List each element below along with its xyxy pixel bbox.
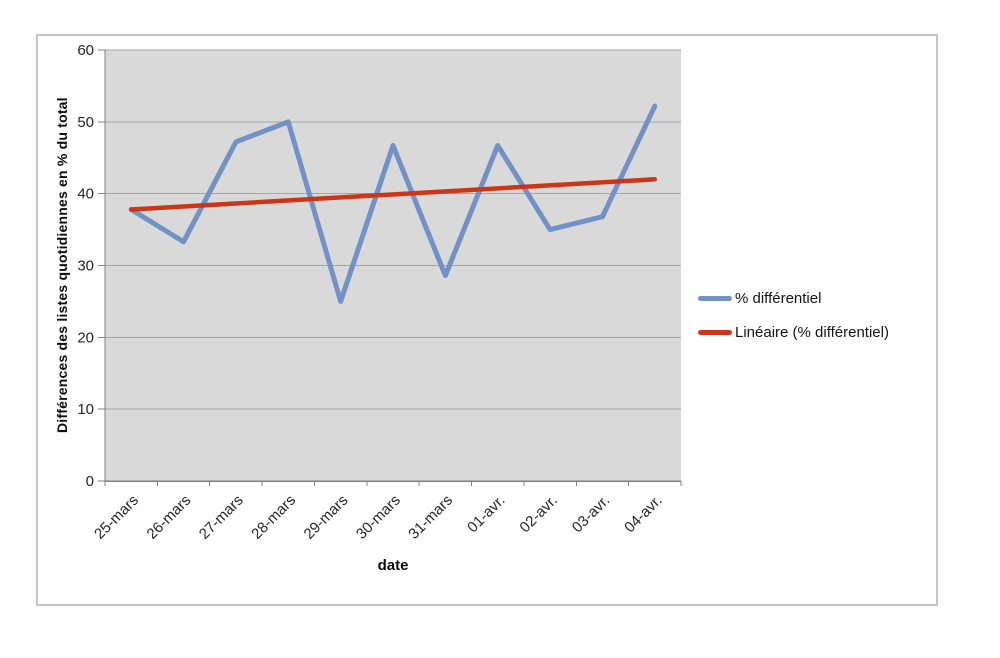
trendline-lineaire bbox=[128, 177, 658, 212]
y-axis-tick-label: 20 bbox=[77, 329, 94, 346]
legend-item-differentiel: % différentiel bbox=[698, 288, 889, 308]
x-axis-tick-label: 30-mars bbox=[353, 492, 404, 543]
legend-label-differentiel: % différentiel bbox=[735, 289, 822, 307]
y-axis-tick-label: 40 bbox=[77, 186, 94, 203]
x-axis-tick-label: 04-avr. bbox=[621, 492, 665, 536]
y-axis-tick-label: 30 bbox=[77, 258, 94, 275]
chart-frame: 0 10 20 30 40 50 60 25-mars 26-mars 27-mars 28-mar… bbox=[36, 34, 938, 606]
legend: % différentiel Linéaire (% différentiel) bbox=[698, 288, 889, 342]
x-axis-tick-label: 27-mars bbox=[196, 492, 247, 543]
line-chart: 0 10 20 30 40 50 60 25-mars 26-mars 27-mars 28-mar… bbox=[77, 42, 682, 543]
y-axis-tick-label: 50 bbox=[77, 114, 94, 131]
series-line-differentiel bbox=[128, 103, 658, 304]
x-axis-tick-label: 25-mars bbox=[91, 492, 142, 543]
y-axis-tick-label: 0 bbox=[86, 473, 94, 490]
y-axis-title: Différences des listes quotidiennes en %… bbox=[54, 97, 70, 434]
legend-item-lineaire: Linéaire (% différentiel) bbox=[698, 322, 889, 342]
x-axis-title: date bbox=[377, 557, 409, 574]
x-axis-tick-label: 03-avr. bbox=[569, 492, 613, 536]
x-axis-tick-label: 01-avr. bbox=[464, 492, 508, 536]
x-axis-tick-label: 28-mars bbox=[248, 492, 299, 543]
x-axis-tick-label: 02-avr. bbox=[516, 492, 560, 536]
x-axis-tick-label: 29-mars bbox=[301, 492, 352, 543]
y-axis-tick-label: 60 bbox=[77, 42, 94, 59]
series-swatch-lineaire bbox=[698, 329, 732, 335]
x-axis-tick-label: 31-mars bbox=[405, 492, 456, 543]
y-axis-tick-label: 10 bbox=[77, 401, 94, 418]
legend-label-lineaire: Linéaire (% différentiel) bbox=[735, 323, 889, 341]
x-axis-tick-label: 26-mars bbox=[143, 492, 194, 543]
series-swatch-differentiel bbox=[698, 295, 732, 301]
